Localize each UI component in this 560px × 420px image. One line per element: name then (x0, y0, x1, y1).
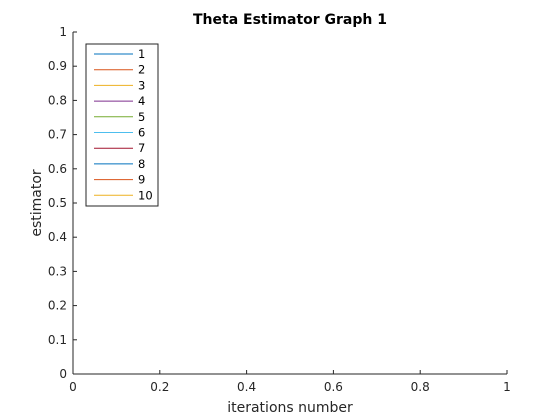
legend-entry-10: 10 (94, 188, 153, 202)
legend-entry-4: 4 (94, 94, 145, 108)
legend-box (85, 43, 159, 207)
x-axis-label: iterations number (227, 400, 353, 416)
y-tick-label: 0.4 (48, 230, 67, 244)
x-tick-label: 0.4 (237, 380, 256, 394)
y-axis-label: estimator (29, 169, 45, 237)
x-tick-label: 0 (69, 380, 77, 394)
y-tick-label: 0.2 (48, 299, 67, 313)
y-tick-label: 0.5 (48, 196, 67, 210)
legend-label: 9 (138, 173, 145, 187)
legend-entry-8: 8 (94, 157, 145, 171)
legend-entry-5: 5 (94, 110, 145, 124)
legend-label: 10 (138, 188, 153, 202)
x-tick-label: 0.6 (324, 380, 343, 394)
y-tick-label: 0.3 (48, 264, 67, 278)
chart-title: Theta Estimator Graph 1 (193, 12, 387, 28)
legend-label: 6 (138, 126, 145, 140)
legend-label: 2 (138, 63, 145, 77)
legend-entry-1: 1 (94, 47, 145, 61)
x-tick-label: 0.8 (411, 380, 430, 394)
legend-label: 4 (138, 94, 145, 108)
y-tick-label: 1 (59, 25, 67, 39)
legend-label: 1 (138, 47, 145, 61)
x-tick-label: 1 (503, 380, 511, 394)
x-ticks: 0 0.2 0.4 0.6 0.8 1 (69, 370, 511, 394)
y-tick-label: 0.7 (48, 128, 67, 142)
y-ticks: 0 0.1 0.2 0.3 0.4 0.5 0.6 0.7 0.8 0.9 1 (48, 25, 77, 381)
x-tick-label: 0.2 (150, 380, 169, 394)
legend-label: 5 (138, 110, 145, 124)
legend-label: 3 (138, 78, 145, 92)
legend-label: 8 (138, 157, 145, 171)
y-tick-label: 0.8 (48, 93, 67, 107)
legend-entry-6: 6 (94, 126, 145, 140)
legend-entry-3: 3 (94, 78, 145, 92)
legend-label: 7 (138, 141, 145, 155)
y-tick-label: 0 (59, 367, 67, 381)
legend-entry-7: 7 (94, 141, 145, 155)
legend-entry-9: 9 (94, 173, 145, 187)
y-tick-label: 0.6 (48, 162, 67, 176)
y-tick-label: 0.1 (48, 333, 67, 347)
y-tick-label: 0.9 (48, 59, 67, 73)
legend-entry-2: 2 (94, 63, 145, 77)
